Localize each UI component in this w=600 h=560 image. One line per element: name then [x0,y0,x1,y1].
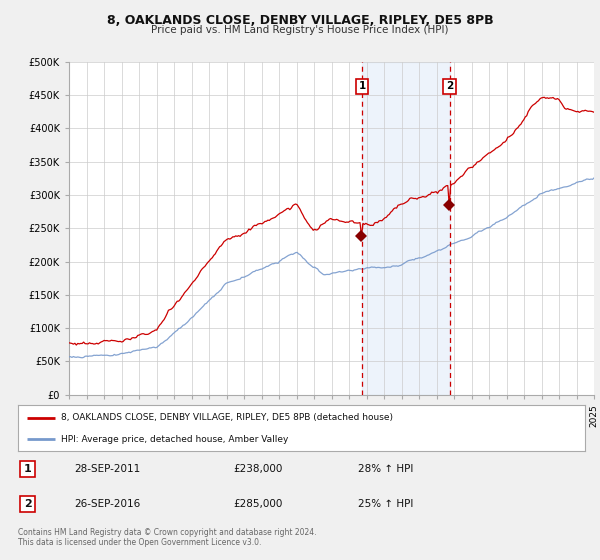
Text: Contains HM Land Registry data © Crown copyright and database right 2024.
This d: Contains HM Land Registry data © Crown c… [18,528,317,547]
Text: 2: 2 [446,81,453,91]
Text: 8, OAKLANDS CLOSE, DENBY VILLAGE, RIPLEY, DE5 8PB: 8, OAKLANDS CLOSE, DENBY VILLAGE, RIPLEY… [107,14,493,27]
Text: 8, OAKLANDS CLOSE, DENBY VILLAGE, RIPLEY, DE5 8PB (detached house): 8, OAKLANDS CLOSE, DENBY VILLAGE, RIPLEY… [61,413,392,422]
Text: £238,000: £238,000 [233,464,283,474]
Text: 1: 1 [359,81,366,91]
Text: 28% ↑ HPI: 28% ↑ HPI [358,464,413,474]
Text: 1: 1 [23,464,31,474]
Text: 26-SEP-2016: 26-SEP-2016 [75,499,141,509]
Text: 28-SEP-2011: 28-SEP-2011 [75,464,141,474]
Bar [362,62,449,395]
Text: Price paid vs. HM Land Registry's House Price Index (HPI): Price paid vs. HM Land Registry's House … [151,25,449,35]
Text: 2: 2 [23,499,31,509]
Text: 25% ↑ HPI: 25% ↑ HPI [358,499,413,509]
Text: £285,000: £285,000 [233,499,283,509]
Text: HPI: Average price, detached house, Amber Valley: HPI: Average price, detached house, Ambe… [61,435,288,444]
